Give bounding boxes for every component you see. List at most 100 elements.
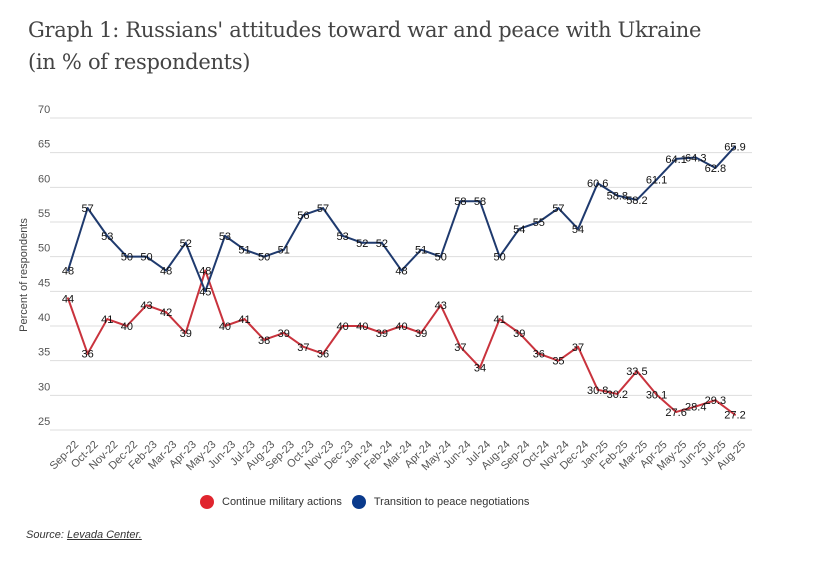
data-point: [380, 331, 383, 334]
source-link[interactable]: Levada Center.: [66, 529, 142, 541]
data-point: [145, 304, 148, 307]
y-tick-label: 60: [38, 173, 50, 185]
data-label: 61.1: [646, 175, 667, 187]
chart-title: Graph 1: Russians' attitudes toward war …: [28, 14, 788, 78]
data-label: 41: [238, 314, 250, 326]
data-label: 40: [356, 321, 368, 333]
data-label: 53: [337, 231, 349, 243]
data-label: 39: [415, 328, 427, 340]
data-point: [282, 331, 285, 334]
data-point: [478, 200, 481, 203]
data-point: [184, 331, 187, 334]
data-point: [361, 325, 364, 327]
data-label: 40: [395, 321, 407, 333]
data-point: [282, 248, 285, 251]
y-tick-label: 70: [38, 104, 50, 116]
data-point: [675, 410, 678, 413]
data-label: 51: [238, 245, 250, 257]
data-label: 64.3: [685, 153, 706, 165]
data-label: 45: [199, 286, 211, 298]
data-point: [322, 352, 325, 355]
data-label: 60.6: [587, 178, 608, 190]
data-label: 29.3: [705, 395, 726, 407]
source-prefix: Source:: [26, 529, 67, 541]
data-point: [302, 345, 305, 348]
data-point: [577, 345, 580, 348]
data-point: [400, 269, 403, 272]
y-tick-label: 25: [38, 416, 50, 428]
data-point: [616, 194, 619, 197]
data-point: [459, 200, 462, 203]
legend: Continue military actions Transition to …: [200, 495, 539, 509]
data-point: [145, 255, 148, 258]
legend-marker-blue: [351, 495, 366, 509]
data-label: 58.2: [626, 195, 647, 207]
data-label: 39: [278, 328, 290, 340]
data-label: 40: [219, 321, 231, 333]
data-label: 57: [552, 203, 564, 215]
data-label: 36: [317, 349, 329, 361]
data-point: [694, 156, 697, 159]
data-point: [243, 318, 246, 321]
data-labels: 44 36 41 40 43 42 39 48 40 41 38 39 37 36 40 40 39 40 39 43…: [62, 141, 746, 421]
data-label: 41: [493, 314, 505, 326]
y-tick-label: 65: [38, 139, 50, 151]
data-label: 48: [160, 266, 172, 278]
data-label: 40: [121, 321, 133, 333]
y-axis-label: Percent of respondents: [18, 218, 30, 332]
data-point: [596, 182, 599, 185]
data-point: [734, 145, 736, 148]
data-point: [341, 234, 344, 237]
data-point: [734, 413, 736, 416]
data-point: [165, 311, 168, 314]
data-label: 44: [62, 293, 74, 305]
data-point: [322, 207, 325, 210]
data-point: [478, 366, 481, 369]
legend-item-continue-military[interactable]: Continue military actions: [200, 495, 342, 509]
data-point: [106, 318, 109, 321]
data-point: [557, 207, 560, 210]
data-label: 58.8: [607, 191, 628, 203]
data-label: 36: [81, 349, 93, 361]
data-label: 48: [199, 266, 211, 278]
data-point: [635, 198, 638, 201]
data-label: 33.5: [626, 366, 647, 378]
data-point: [596, 388, 599, 391]
data-point: [577, 227, 580, 230]
data-point: [439, 304, 442, 307]
data-point: [86, 352, 89, 355]
data-label: 39: [513, 328, 525, 340]
data-label: 58: [474, 196, 486, 208]
data-point: [204, 290, 207, 293]
legend-label: Continue military actions: [222, 496, 342, 508]
data-point: [420, 248, 423, 251]
chart-title-line: Graph 1: Russians' attitudes toward war …: [28, 18, 702, 42]
data-point: [400, 325, 403, 327]
data-point: [714, 166, 717, 169]
y-axis-ticks: 25 30 35 40 45 50 55 60 65 70: [38, 104, 50, 428]
data-label: 50: [435, 252, 447, 264]
legend-item-peace-negotiations[interactable]: Transition to peace negotiations: [351, 495, 530, 509]
data-label: 52: [180, 238, 192, 250]
data-point: [537, 352, 540, 355]
series-lines: [67, 145, 736, 416]
legend-label: Transition to peace negotiations: [373, 496, 530, 508]
data-label: 39: [376, 328, 388, 340]
data-label: 50: [258, 252, 270, 264]
y-tick-label: 45: [38, 277, 50, 289]
data-label: 62.8: [705, 163, 726, 175]
y-tick-label: 35: [38, 347, 50, 359]
data-point: [263, 255, 266, 258]
source-note: Source: Levada Center.: [26, 529, 142, 541]
data-label: 40: [337, 321, 349, 333]
y-tick-label: 50: [38, 243, 50, 255]
data-label: 38: [258, 335, 270, 347]
data-label: 28.4: [685, 401, 706, 413]
x-axis-ticks: Sep-22Oct-22Nov-22Dec-22Feb-23Mar-23Apr-…: [48, 439, 749, 473]
data-label: 35: [552, 356, 564, 368]
data-label: 53: [101, 231, 113, 243]
data-point: [67, 297, 69, 300]
data-label: 65.9: [724, 141, 745, 153]
data-point: [380, 241, 383, 244]
